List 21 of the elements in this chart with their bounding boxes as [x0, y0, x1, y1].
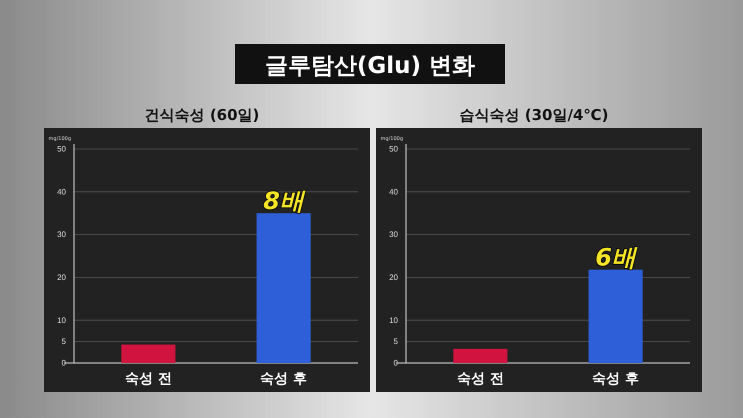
- y-tick-label: 50: [389, 144, 399, 154]
- annotation: 6배: [595, 244, 638, 272]
- y-tick-label: 50: [57, 144, 67, 154]
- y-tick-label: 20: [57, 272, 67, 282]
- annotation: 8배: [263, 187, 306, 216]
- y-tick-label: 30: [57, 230, 67, 240]
- y-tick-label: 40: [57, 187, 67, 196]
- y-tick-label: 10: [57, 316, 67, 325]
- chart-title: 글루탐산(Glu) 변화: [264, 53, 476, 79]
- y-tick-label: 5: [394, 337, 399, 346]
- y-tick-label: 5: [62, 337, 67, 346]
- chart-subtitle: 건식숙성 (60일): [144, 106, 260, 124]
- chart-title: 습식숙성 (30일/4℃): [460, 106, 608, 124]
- y-tick-label: 20: [389, 272, 399, 282]
- y-tick-label: 10: [389, 316, 399, 325]
- x-tick-label: 숙성 전: [456, 371, 504, 387]
- x-tick-label: 숙성 후: [260, 371, 308, 387]
- y-tick-label: 30: [389, 230, 399, 240]
- y-tick-label: 40: [389, 187, 399, 196]
- x-tick-label: 숙성 후: [592, 371, 640, 387]
- x-tick-label: 숙성 전: [124, 371, 172, 387]
